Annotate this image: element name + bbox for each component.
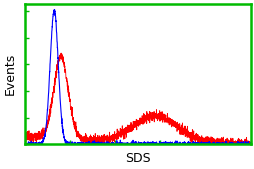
X-axis label: SDS: SDS <box>124 152 150 165</box>
Y-axis label: Events: Events <box>4 53 17 95</box>
